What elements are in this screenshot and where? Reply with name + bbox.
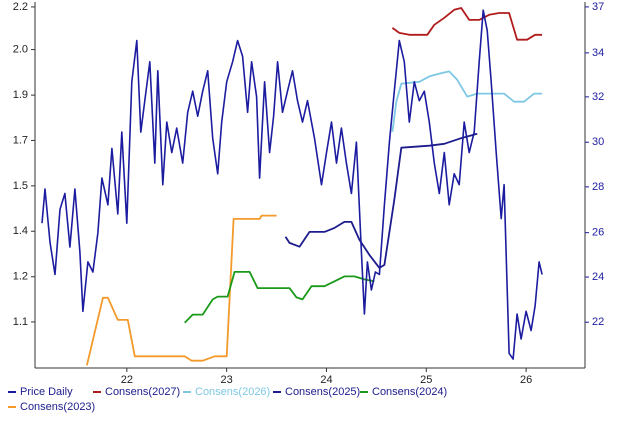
y2-tick-label: 22: [592, 316, 604, 328]
y-tick-label: 1.2: [13, 271, 28, 283]
y2-tick-label: 34: [592, 47, 604, 59]
y-tick-label: 1.9: [13, 89, 28, 101]
y-tick-label: 2.0: [13, 43, 28, 55]
legend-label: Consens(2024): [372, 386, 447, 398]
y2-tick-label: 28: [592, 181, 604, 193]
x-tick-label: 25: [420, 374, 432, 386]
y-tick-label: 1.5: [13, 180, 28, 192]
x-tick-label: 24: [320, 374, 332, 386]
y2-tick-label: 30: [592, 136, 604, 148]
series-line: [391, 7, 543, 41]
y-tick-label: 1.7: [13, 134, 28, 146]
legend-label: Price Daily: [20, 386, 73, 398]
y2-tick-label: 32: [592, 91, 604, 103]
legend-label: Consens(2027): [105, 386, 180, 398]
y-tick-label: 1.1: [13, 316, 28, 328]
legend-label: Consens(2025): [285, 386, 360, 398]
legend-label: Consens(2026): [195, 386, 270, 398]
series-line: [86, 214, 277, 366]
y2-tick-label: 24: [592, 271, 604, 283]
y2-tick-label: 26: [592, 227, 604, 239]
series-line: [391, 70, 543, 132]
x-tick-label: 26: [520, 374, 532, 386]
y-tick-label: 2.2: [13, 1, 28, 13]
y2-tick-label: 37: [592, 1, 604, 13]
legend-label: Consens(2023): [20, 401, 95, 413]
x-tick-label: 23: [221, 374, 233, 386]
y-tick-label: 1.4: [13, 225, 28, 237]
x-tick-label: 22: [121, 374, 133, 386]
series-line: [41, 9, 543, 360]
series-line: [184, 271, 375, 324]
